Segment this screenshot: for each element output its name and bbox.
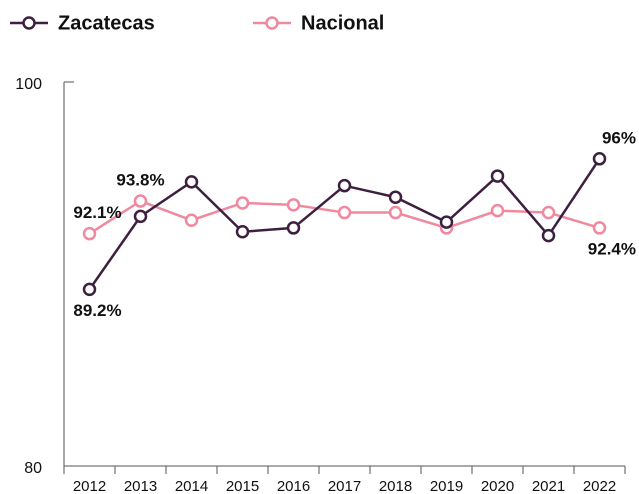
x-tick-label: 2012	[73, 478, 106, 494]
point	[235, 225, 250, 239]
point	[388, 205, 403, 220]
point	[82, 282, 97, 297]
point	[82, 226, 97, 241]
data-label: 92.1%	[73, 203, 121, 222]
point	[133, 194, 148, 208]
legend-marker	[22, 16, 36, 30]
y-tick-label: 100	[15, 76, 42, 93]
point	[235, 196, 250, 210]
legend-label: Zacatecas	[58, 12, 155, 34]
data-label: 93.8%	[116, 171, 164, 190]
point	[490, 169, 505, 183]
x-tick-label: 2022	[583, 478, 616, 494]
legend-label: Nacional	[301, 12, 384, 34]
data-label: 92.4%	[588, 239, 636, 258]
point	[388, 190, 403, 204]
point	[592, 221, 607, 235]
x-tick-label: 2017	[328, 478, 361, 494]
x-tick-label: 2014	[175, 478, 208, 494]
x-tick-label: 2013	[124, 478, 157, 494]
y-tick-label: 80	[24, 460, 42, 477]
point	[337, 178, 352, 193]
point	[439, 215, 454, 229]
point	[286, 221, 301, 235]
data-label: 89.2%	[73, 301, 121, 320]
legend-marker	[265, 16, 279, 30]
point	[184, 175, 199, 189]
point	[184, 213, 199, 227]
x-tick-label: 2018	[379, 478, 412, 494]
point	[592, 152, 607, 166]
point	[490, 203, 505, 218]
point	[286, 198, 301, 212]
point	[541, 205, 556, 220]
x-tick-label: 2020	[481, 478, 514, 494]
x-tick-label: 2016	[277, 478, 310, 494]
x-tick-label: 2019	[430, 478, 463, 494]
series-line	[88, 158, 601, 291]
data-label: 96%	[602, 128, 636, 147]
point	[541, 228, 556, 243]
point	[337, 205, 352, 220]
x-tick-label: 2015	[226, 478, 259, 494]
point	[133, 209, 148, 224]
x-tick-label: 2021	[532, 478, 565, 494]
